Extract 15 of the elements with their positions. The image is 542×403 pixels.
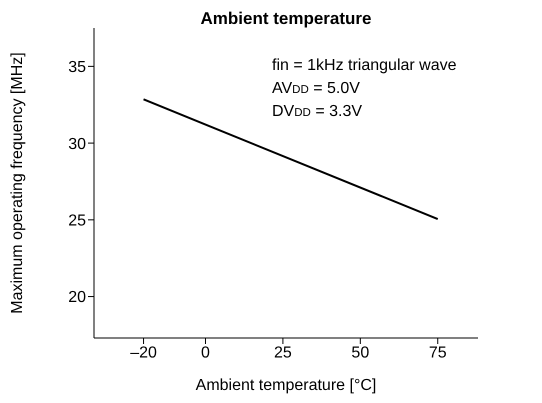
x-tick-label: 25 xyxy=(274,344,292,362)
x-axis-title: Ambient temperature [°C] xyxy=(196,377,376,394)
x-tick-label: 50 xyxy=(351,344,370,362)
annotation: fin = 1kHz triangular wave xyxy=(272,57,457,74)
annotation: DVDD = 3.3V xyxy=(272,103,362,120)
y-tick-label: 35 xyxy=(68,59,86,76)
y-tick-label: 20 xyxy=(68,289,86,306)
y-tick-label: 30 xyxy=(68,136,86,153)
chart-title: Ambient temperature xyxy=(200,9,372,28)
y-tick-label: 25 xyxy=(68,212,86,230)
annotation: AVDD = 5.0V xyxy=(272,80,360,97)
x-tick-label: 0 xyxy=(201,344,210,362)
y-axis-title: Maximum operating frequency [MHz] xyxy=(9,52,26,314)
x-tick-label: –20 xyxy=(130,344,157,362)
x-tick-label: 75 xyxy=(428,344,447,362)
